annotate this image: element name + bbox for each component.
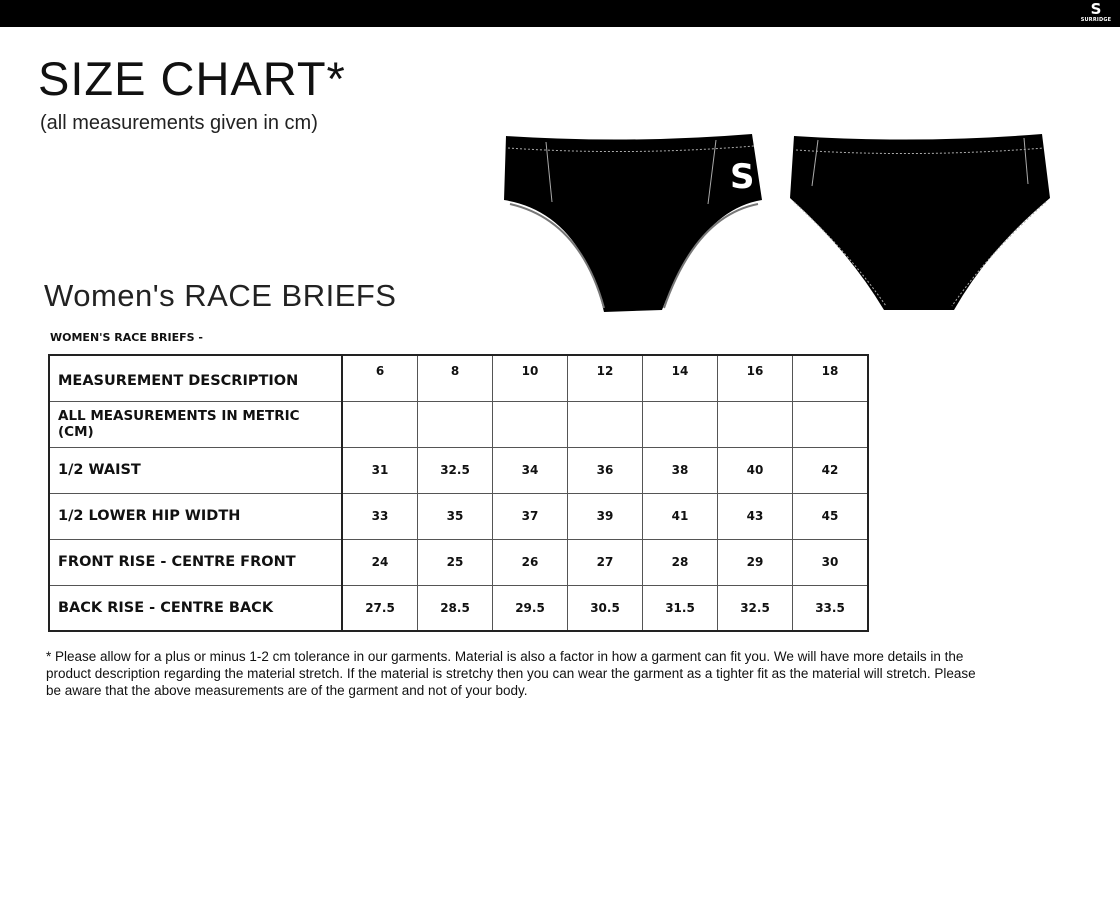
table-cell [642,400,718,448]
logo-print: S [730,157,755,197]
table-cell [341,400,418,448]
table-cell [417,400,493,448]
top-bar: S SURRIDGE [0,0,1120,27]
row-label: FRONT RISE - CENTRE FRONT [48,538,343,586]
table-cell: 40 [717,446,793,494]
table-cell: 27 [567,538,643,586]
row-label: 1/2 WAIST [48,446,343,494]
row-label: 1/2 LOWER HIP WIDTH [48,492,343,540]
table-cell: 29 [717,538,793,586]
table-cell: 31 [341,446,418,494]
table-cell: 30.5 [567,584,643,632]
table-cell: 39 [567,492,643,540]
table-row: FRONT RISE - CENTRE FRONT 24 25 26 27 28 29 30 [48,538,869,586]
size-header: 8 [417,354,493,402]
table-caption: WOMEN'S RACE BRIEFS - [50,331,203,344]
table-cell: 25 [417,538,493,586]
table-row: BACK RISE - CENTRE BACK 27.5 28.5 29.5 30.5 3… [48,584,869,632]
table-cell: 32.5 [417,446,493,494]
size-header: 14 [642,354,718,402]
header-description: MEASUREMENT DESCRIPTION [48,354,343,402]
table-cell: 33.5 [792,584,869,632]
table-cell: 43 [717,492,793,540]
table-cell: 33 [341,492,418,540]
size-header: 12 [567,354,643,402]
table-cell: 26 [492,538,568,586]
surridge-logo: S SURRIDGE [1080,0,1112,24]
table-cell: 41 [642,492,718,540]
table-cell: 36 [567,446,643,494]
table-cell: 35 [417,492,493,540]
table-row: 1/2 LOWER HIP WIDTH 33 35 37 39 41 43 45 [48,492,869,540]
size-header: 10 [492,354,568,402]
table-cell: 32.5 [717,584,793,632]
table-row: 1/2 WAIST 31 32.5 34 36 38 40 42 [48,446,869,494]
back-garment-image [790,134,1050,310]
table-row: ALL MEASUREMENTS IN METRIC (CM) [48,400,869,448]
table-cell [717,400,793,448]
table-cell [567,400,643,448]
size-header: 16 [717,354,793,402]
table-cell: 30 [792,538,869,586]
table-cell: 27.5 [341,584,418,632]
table-cell: 24 [341,538,418,586]
size-header: 18 [792,354,869,402]
table-cell: 38 [642,446,718,494]
size-header: 6 [341,354,418,402]
table-cell: 42 [792,446,869,494]
footnote: * Please allow for a plus or minus 1-2 c… [46,649,976,698]
table-header-row: MEASUREMENT DESCRIPTION 6 8 10 12 14 16 18 [48,354,869,402]
row-label: BACK RISE - CENTRE BACK [48,584,343,632]
table-cell [492,400,568,448]
table-cell: 28.5 [417,584,493,632]
table-cell [792,400,869,448]
table-cell: 28 [642,538,718,586]
product-title: Women's RACE BRIEFS [44,278,397,313]
table-cell: 45 [792,492,869,540]
table-cell: 31.5 [642,584,718,632]
table-cell: 37 [492,492,568,540]
size-table: MEASUREMENT DESCRIPTION 6 8 10 12 14 16 18 ALL… [48,354,869,632]
table-cell: 34 [492,446,568,494]
row-label: ALL MEASUREMENTS IN METRIC (CM) [48,400,343,448]
page-subtitle: (all measurements given in cm) [40,112,318,134]
table-cell: 29.5 [492,584,568,632]
page-title: SIZE CHART* [38,52,346,105]
front-garment-image: S [504,134,762,312]
